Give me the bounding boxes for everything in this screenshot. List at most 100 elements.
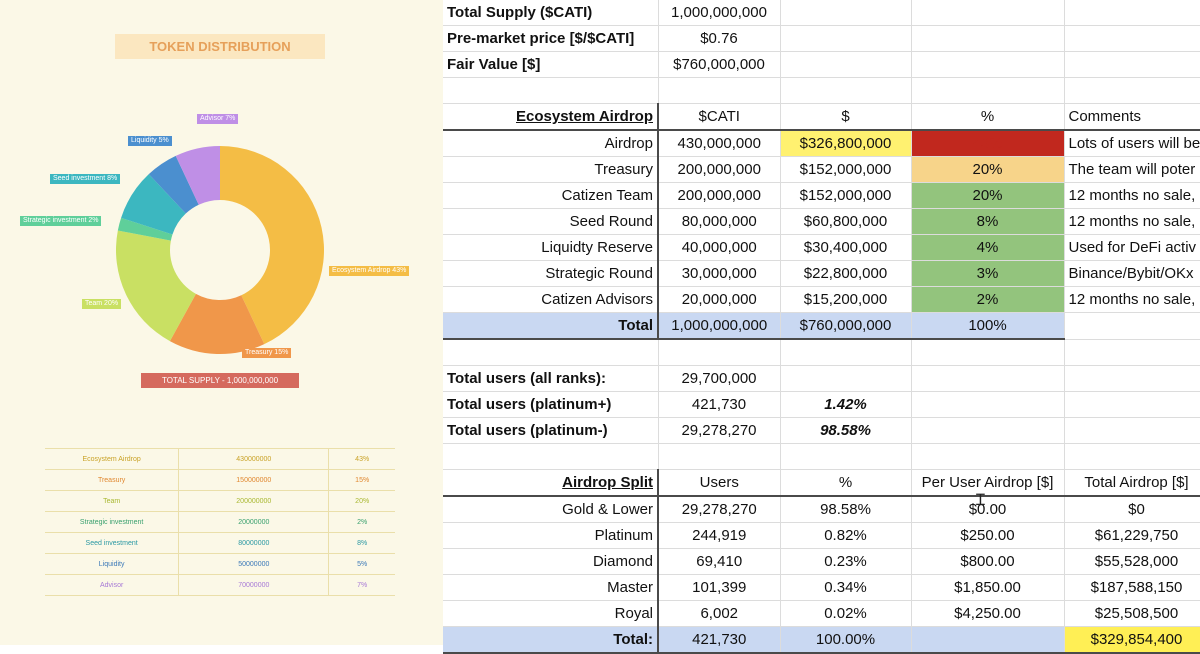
cell[interactable] [780,25,912,52]
cell[interactable] [911,339,1065,366]
cell[interactable]: Fair Value [$] [443,51,659,78]
cell[interactable]: 29,278,270 [658,417,781,444]
column-header[interactable]: Comments [1064,103,1200,131]
cell[interactable]: $0 [1064,496,1200,523]
cell[interactable]: $25,508,500 [1064,600,1200,627]
cell[interactable]: Total Supply ($CATI) [443,0,659,26]
cell[interactable]: Total users (platinum+) [443,391,659,418]
column-header[interactable]: $CATI [658,103,781,131]
cell[interactable]: $61,229,750 [1064,522,1200,549]
cell[interactable] [780,443,912,470]
cell[interactable]: 8% [911,208,1065,235]
cell[interactable]: 80,000,000 [658,208,781,235]
cell[interactable] [911,443,1065,470]
cell[interactable]: Total [443,312,659,340]
cell[interactable]: $22,800,000 [780,260,912,287]
cell[interactable]: 0.02% [780,600,912,627]
cell[interactable]: 6,002 [658,600,781,627]
cell[interactable] [780,77,912,104]
cell[interactable] [1064,25,1200,52]
cell[interactable]: 12 months no sale, [1064,182,1200,209]
cell[interactable]: 12 months no sale, [1064,208,1200,235]
cell[interactable] [1064,0,1200,26]
cell[interactable]: $30,400,000 [780,234,912,261]
cell[interactable] [1064,77,1200,104]
cell[interactable]: Gold & Lower [443,496,659,523]
cell[interactable]: 421,730 [658,626,781,654]
cell[interactable]: $187,588,150 [1064,574,1200,601]
cell[interactable] [780,0,912,26]
cell[interactable]: 30,000,000 [658,260,781,287]
cell[interactable] [658,77,781,104]
cell[interactable] [780,51,912,78]
cell[interactable]: 100% [911,312,1065,340]
cell[interactable] [911,626,1065,654]
cell[interactable]: 1,000,000,000 [658,312,781,340]
cell[interactable] [1064,339,1200,366]
cell[interactable]: 244,919 [658,522,781,549]
cell[interactable]: 1.42% [780,391,912,418]
cell[interactable]: $800.00 [911,548,1065,575]
cell[interactable] [443,339,659,366]
cell[interactable] [911,51,1065,78]
cell[interactable]: 43% [911,130,1065,157]
cell[interactable]: 69,410 [658,548,781,575]
cell[interactable]: $250.00 [911,522,1065,549]
cell[interactable]: $0.00 [911,496,1065,523]
cell[interactable]: 421,730 [658,391,781,418]
cell[interactable]: $760,000,000 [780,312,912,340]
cell[interactable] [780,365,912,392]
cell[interactable] [1064,51,1200,78]
cell[interactable]: 3% [911,260,1065,287]
cell[interactable]: 20% [911,182,1065,209]
cell[interactable]: Platinum [443,522,659,549]
cell[interactable] [911,25,1065,52]
cell[interactable]: $55,528,000 [1064,548,1200,575]
cell[interactable]: Royal [443,600,659,627]
cell[interactable] [1064,391,1200,418]
cell[interactable]: 12 months no sale, [1064,286,1200,313]
cell[interactable] [658,443,781,470]
cell[interactable] [911,77,1065,104]
cell[interactable] [1064,312,1200,340]
cell[interactable]: $326,800,000 [780,130,912,157]
cell[interactable]: Treasury [443,156,659,183]
cell[interactable]: 1,000,000,000 [658,0,781,26]
cell[interactable]: 0.23% [780,548,912,575]
column-header[interactable]: % [780,469,912,497]
column-header[interactable]: Airdrop Split [443,469,659,497]
column-header[interactable]: Per User Airdrop [$] [911,469,1065,497]
cell[interactable]: 200,000,000 [658,156,781,183]
cell[interactable]: Total: [443,626,659,654]
cell[interactable]: 29,278,270 [658,496,781,523]
cell[interactable] [443,443,659,470]
cell[interactable]: 20,000,000 [658,286,781,313]
cell[interactable]: Binance/Bybit/OKx [1064,260,1200,287]
cell[interactable]: $152,000,000 [780,182,912,209]
cell[interactable]: 98.58% [780,496,912,523]
cell[interactable] [780,339,912,366]
cell[interactable]: 40,000,000 [658,234,781,261]
cell[interactable]: Used for DeFi activ [1064,234,1200,261]
cell[interactable]: 4% [911,234,1065,261]
cell[interactable] [1064,417,1200,444]
cell[interactable] [443,77,659,104]
cell[interactable]: Liquidty Reserve [443,234,659,261]
cell[interactable] [658,339,781,366]
column-header[interactable]: % [911,103,1065,131]
cell[interactable]: Catizen Advisors [443,286,659,313]
cell[interactable]: $4,250.00 [911,600,1065,627]
cell[interactable]: 430,000,000 [658,130,781,157]
cell[interactable]: The team will poter [1064,156,1200,183]
cell[interactable]: 2% [911,286,1065,313]
column-header[interactable]: $ [780,103,912,131]
cell[interactable]: Airdrop [443,130,659,157]
cell[interactable]: Strategic Round [443,260,659,287]
cell[interactable]: Master [443,574,659,601]
cell[interactable]: Lots of users will be [1064,130,1200,157]
cell[interactable]: 200,000,000 [658,182,781,209]
cell[interactable]: Diamond [443,548,659,575]
cell[interactable]: $0.76 [658,25,781,52]
column-header[interactable]: Users [658,469,781,497]
cell[interactable]: 98.58% [780,417,912,444]
